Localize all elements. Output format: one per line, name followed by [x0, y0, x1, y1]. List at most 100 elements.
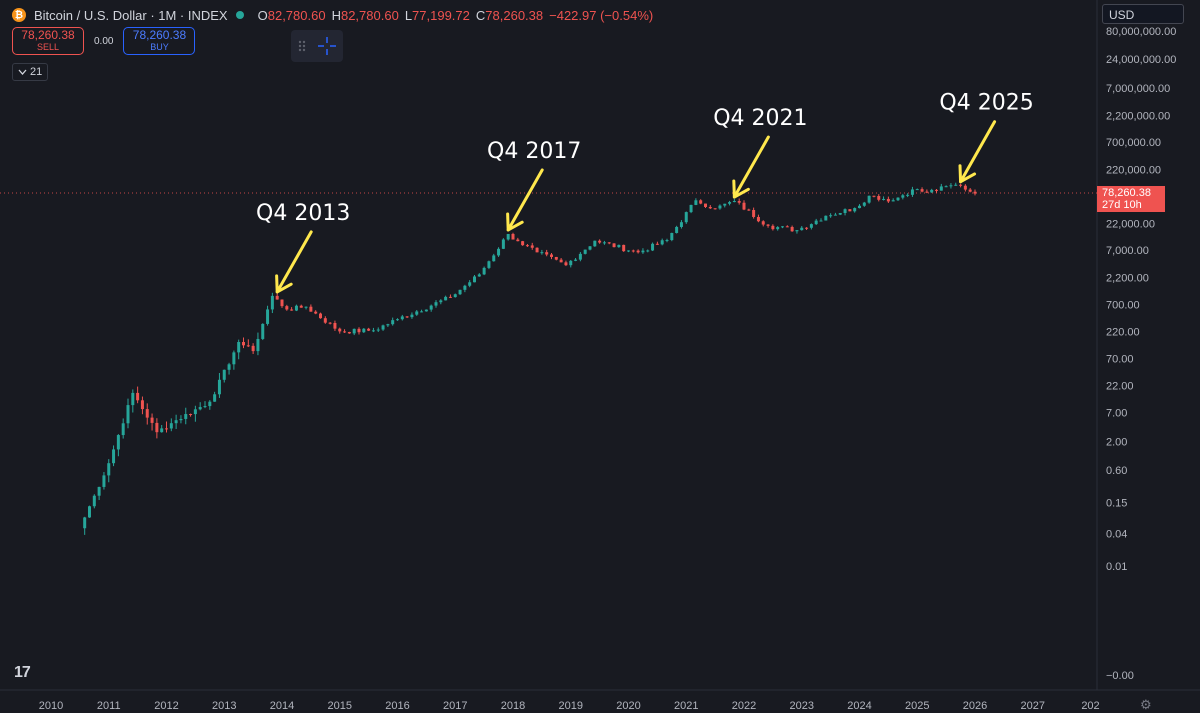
- candle-body: [208, 401, 212, 407]
- candle-body: [333, 322, 337, 329]
- candle-body: [853, 208, 857, 212]
- candle-body: [593, 240, 597, 247]
- symbol-title[interactable]: Bitcoin / U.S. Dollar · 1M · INDEX: [34, 7, 228, 23]
- candle-body: [906, 194, 910, 196]
- candle-body: [574, 259, 578, 261]
- candle-body: [795, 230, 799, 232]
- buy-button[interactable]: 78,260.38 BUY: [123, 27, 196, 55]
- candle-body: [497, 248, 501, 256]
- candle-body: [294, 305, 298, 311]
- x-tick-label: 2015: [328, 700, 352, 712]
- y-axis[interactable]: 80,000,000.00 24,000,000.00 7,000,000.00 2,…: [1106, 26, 1176, 682]
- candle-body: [314, 311, 318, 314]
- candle-body: [598, 240, 602, 243]
- gear-icon[interactable]: ⚙: [1140, 697, 1152, 712]
- candle-body: [550, 254, 553, 257]
- change-value: −422.97 (−0.54%): [549, 7, 654, 23]
- indicators-toggle[interactable]: 21: [12, 63, 49, 81]
- candle-body: [516, 239, 520, 242]
- candle-body: [439, 300, 443, 303]
- market-status-dot: [235, 11, 244, 19]
- candle-body: [612, 243, 616, 248]
- trade-panel: 78,260.38 SELL 0.00 78,260.38 BUY: [12, 27, 196, 55]
- candle-body: [886, 198, 890, 202]
- candle-body: [944, 186, 948, 188]
- candle-body: [756, 216, 760, 222]
- candle-body: [564, 262, 568, 266]
- tradingview-logo[interactable]: 17: [14, 664, 31, 681]
- candle-body: [627, 250, 630, 252]
- x-tick-label: 2020: [616, 700, 640, 712]
- x-tick-label: 2010: [39, 700, 63, 712]
- candle-body: [742, 202, 746, 210]
- candle-body: [126, 405, 130, 424]
- candle-body: [468, 282, 472, 286]
- candle-body: [121, 423, 125, 436]
- candle-body: [448, 296, 452, 298]
- floating-toolbar[interactable]: [291, 30, 343, 62]
- buy-label: BUY: [150, 42, 169, 52]
- candle-body: [954, 184, 958, 186]
- x-tick-label: 2025: [905, 700, 929, 712]
- candle-body: [386, 324, 390, 326]
- candle-body: [833, 214, 837, 216]
- candle-body: [540, 252, 544, 254]
- annotation-label: Q4 2025: [939, 91, 1033, 116]
- candle-body: [304, 306, 308, 308]
- candle-body: [776, 227, 780, 230]
- candle-body: [689, 204, 693, 213]
- x-axis[interactable]: 2010 2011 2012 2013 2014 2015 2016 2017 2018 2019…: [39, 700, 1100, 712]
- candle-body: [112, 449, 116, 464]
- candle-body: [343, 331, 347, 333]
- candle-body: [694, 200, 698, 205]
- candle-body: [280, 299, 284, 307]
- candle-body: [232, 352, 236, 365]
- close-value: 78,260.38: [485, 7, 544, 23]
- candle-body: [910, 189, 914, 195]
- bitcoin-icon: ₿: [12, 8, 26, 22]
- indicator-count: 21: [30, 66, 43, 78]
- candle-body: [338, 328, 342, 332]
- candle-body: [925, 191, 929, 193]
- candle-body: [376, 329, 380, 331]
- candle-body: [429, 305, 433, 310]
- candle-body: [420, 311, 424, 313]
- y-tick-label: 700,000.00: [1106, 137, 1161, 149]
- candle-body: [617, 244, 621, 248]
- annotation-label: Q4 2017: [487, 139, 581, 164]
- candle-body: [809, 224, 813, 228]
- spread-value: 0.00: [94, 35, 114, 47]
- crosshair-icon[interactable]: [291, 30, 343, 62]
- candle-body: [222, 369, 226, 380]
- currency-select[interactable]: USD: [1102, 4, 1184, 24]
- annotation-arrow-head: [506, 212, 524, 232]
- candle-body: [949, 185, 953, 187]
- candle-body: [545, 252, 549, 255]
- candle-body: [930, 189, 934, 193]
- candle-body: [347, 332, 351, 334]
- candle-body: [636, 250, 640, 253]
- candle-body: [193, 409, 197, 415]
- candle-body: [679, 222, 683, 227]
- x-tick-label: 202: [1081, 700, 1099, 712]
- annotations: Q4 2013 Q4 2017 Q4 2021 Q4 2025: [256, 91, 1034, 294]
- candle-body: [814, 220, 818, 225]
- sell-button[interactable]: 78,260.38 SELL: [12, 27, 84, 55]
- candle-body: [203, 406, 207, 408]
- candle-body: [569, 260, 573, 266]
- candle-body: [723, 203, 727, 206]
- candle-body: [578, 253, 582, 260]
- annotation-arrow-shaft: [506, 168, 544, 232]
- candle-body: [107, 463, 111, 476]
- candle-body: [400, 316, 404, 320]
- candle-body: [728, 202, 732, 204]
- candle-body: [660, 240, 664, 245]
- candle-body: [602, 242, 606, 244]
- candle-body: [213, 394, 217, 402]
- candle-body: [963, 185, 967, 190]
- candle-body: [473, 276, 476, 283]
- candle-body: [675, 226, 679, 233]
- x-tick-label: 2019: [559, 700, 583, 712]
- candle-body: [458, 289, 462, 295]
